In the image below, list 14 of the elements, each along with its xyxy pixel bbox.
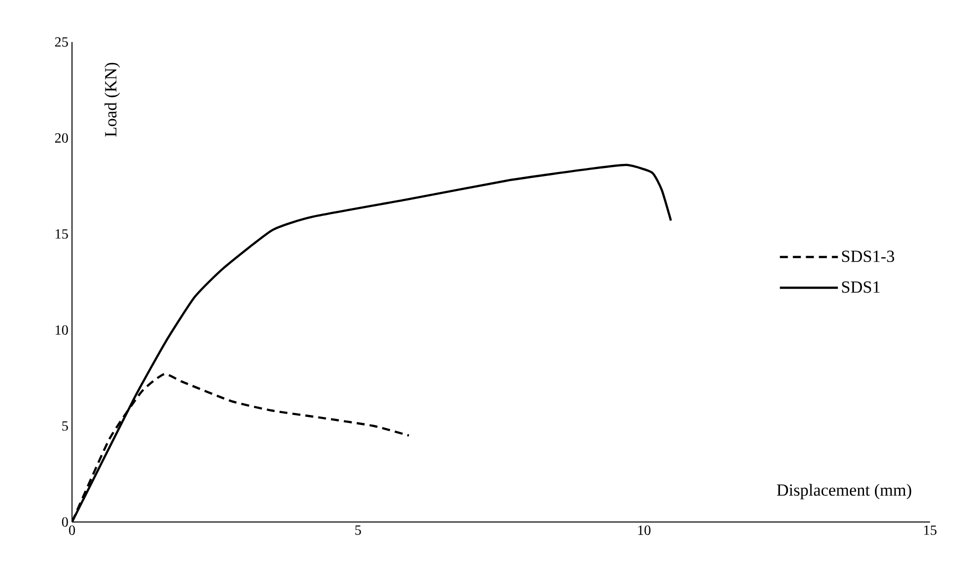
y-tick-label: 15 xyxy=(56,229,68,239)
y-tick-label: 0 xyxy=(62,517,68,527)
legend-label: SDS1 xyxy=(842,281,880,293)
y-tick-label: 20 xyxy=(55,133,68,143)
x-tick-label: 15 xyxy=(924,526,936,535)
y-axis-title: Load (KN) xyxy=(104,62,120,137)
legend-label: SDS1-3 xyxy=(842,250,894,262)
x-tick-label: 5 xyxy=(355,526,361,535)
x-tick-label: 0 xyxy=(69,526,75,535)
x-tick-label: 10 xyxy=(638,526,650,535)
y-tick-label: 25 xyxy=(55,37,68,47)
y-tick-label: 5 xyxy=(62,421,68,431)
y-tick-label: 10 xyxy=(56,325,68,335)
x-axis-title: Displacement (mm) xyxy=(776,484,912,500)
